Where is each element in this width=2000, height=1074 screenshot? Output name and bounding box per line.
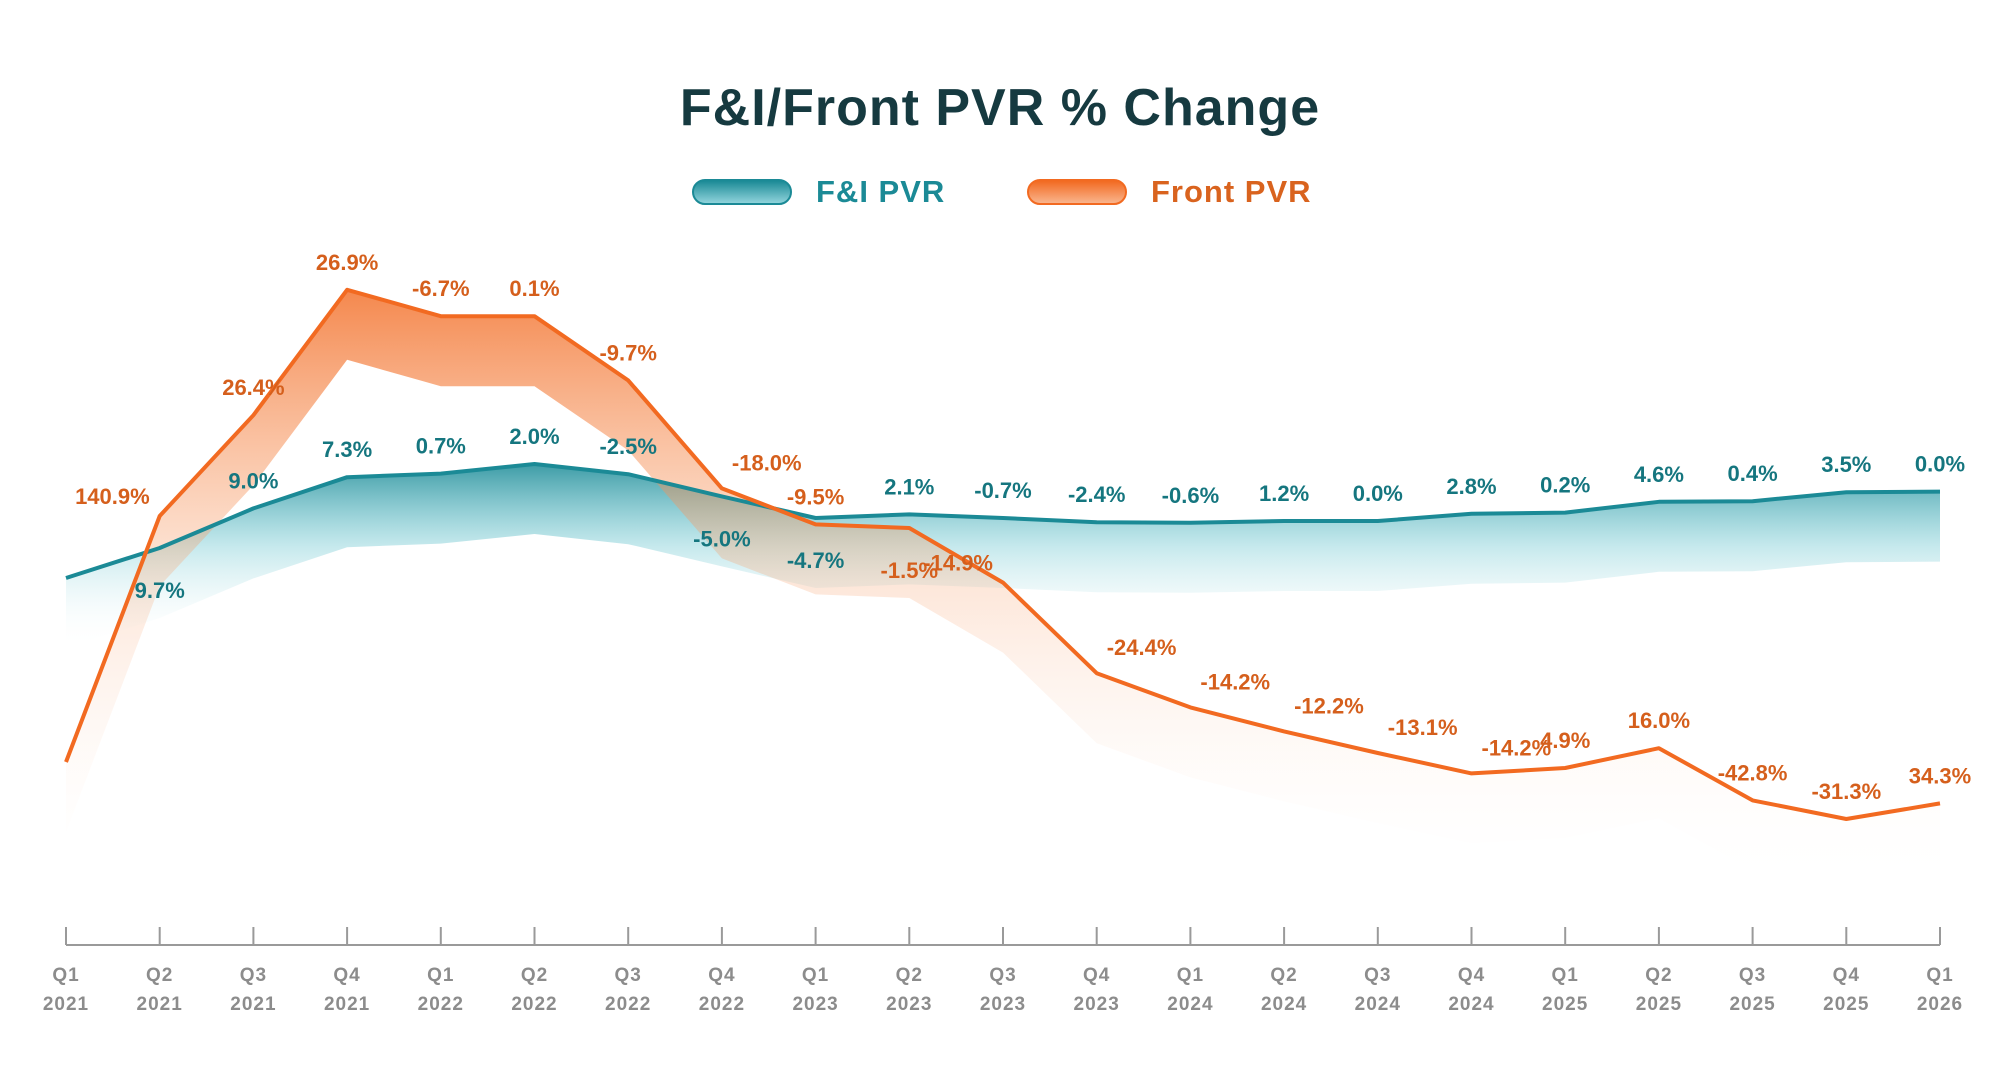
series-lines	[64, 287, 1941, 821]
data-label-fi-pvr: -0.6%	[1162, 483, 1219, 508]
data-label-fi-pvr: 2.0%	[509, 424, 559, 449]
x-tick-label: Q2 2023	[886, 965, 932, 1015]
x-tick-label: Q1 2026	[1917, 965, 1963, 1015]
data-label-fi-pvr: -2.4%	[1068, 482, 1125, 507]
x-tick-label: Q2 2025	[1636, 965, 1682, 1015]
data-label-front-pvr: -6.7%	[412, 276, 469, 301]
x-tick-label: Q2 2021	[137, 965, 183, 1015]
data-label-front-pvr: -1.5%	[881, 558, 938, 583]
legend-swatch-fi-pvr	[692, 179, 792, 205]
x-tick-label: Q4 2022	[699, 965, 745, 1015]
data-label-fi-pvr: 2.8%	[1446, 474, 1496, 499]
data-labels: 9.7% 9.0% 7.3% 0.7% 2.0% -2.5% -5.0% -4.7% 2.1% -…	[75, 250, 1971, 804]
data-label-fi-pvr: -4.7%	[787, 548, 844, 573]
data-label-fi-pvr: 1.2%	[1259, 481, 1309, 506]
data-label-front-pvr: 26.4%	[222, 375, 284, 400]
legend-item-front-pvr: Front PVR	[1027, 172, 1312, 212]
data-label-front-pvr: -18.0%	[732, 450, 802, 475]
data-label-fi-pvr: -2.5%	[599, 434, 656, 459]
data-label-front-pvr: 34.3%	[1909, 763, 1971, 788]
data-label-fi-pvr: 7.3%	[322, 437, 372, 462]
line-front-pvr	[64, 287, 1941, 821]
x-tick-label: Q2 2022	[511, 965, 557, 1015]
data-label-fi-pvr: 0.4%	[1728, 461, 1778, 486]
data-label-front-pvr: -9.5%	[787, 484, 844, 509]
x-axis: Q1 2021 Q2 2021 Q3 2021 Q4 2021 Q1 2022 Q2 2022 Q3 20…	[43, 927, 1963, 1015]
data-label-front-pvr: 26.9%	[316, 250, 378, 275]
chart-title: F&I/Front PVR % Change	[679, 79, 1321, 137]
data-label-fi-pvr: 0.2%	[1540, 473, 1590, 498]
line-fi-pvr	[65, 462, 1941, 580]
data-label-front-pvr: 4.9%	[1540, 728, 1590, 753]
data-label-fi-pvr: 0.0%	[1915, 452, 1965, 477]
data-label-front-pvr: -31.3%	[1811, 779, 1881, 804]
x-tick-label: Q3 2025	[1729, 965, 1775, 1015]
legend: F&I PVR Front PVR	[0, 172, 2000, 212]
data-label-fi-pvr: -0.7%	[974, 478, 1031, 503]
data-label-fi-pvr: 0.7%	[416, 434, 466, 459]
x-tick-label: Q2 2024	[1261, 965, 1307, 1015]
series-bands	[66, 289, 1940, 889]
data-label-fi-pvr: 9.7%	[135, 578, 185, 603]
data-label-fi-pvr: 0.0%	[1353, 481, 1403, 506]
x-tick-label: Q3 2023	[980, 965, 1026, 1015]
data-label-front-pvr: 0.1%	[509, 276, 559, 301]
data-label-front-pvr: -24.4%	[1107, 635, 1177, 660]
data-label-front-pvr: -14.2%	[1200, 669, 1270, 694]
band-fi-pvr	[66, 464, 1940, 648]
data-label-front-pvr: -13.1%	[1388, 715, 1458, 740]
x-tick-label: Q4 2021	[324, 965, 370, 1015]
data-label-front-pvr: -9.7%	[599, 340, 656, 365]
x-tick-label: Q1 2023	[792, 965, 838, 1015]
data-label-fi-pvr: 3.5%	[1821, 452, 1871, 477]
data-label-fi-pvr: 9.0%	[228, 468, 278, 493]
x-tick-label: Q4 2023	[1074, 965, 1120, 1015]
x-tick-label: Q3 2024	[1355, 965, 1401, 1015]
data-label-front-pvr: -14.9%	[923, 551, 993, 576]
x-tick-label: Q1 2022	[418, 965, 464, 1015]
band-front-pvr	[66, 289, 1940, 889]
data-label-fi-pvr: 2.1%	[884, 474, 934, 499]
x-tick-label: Q3 2021	[230, 965, 276, 1015]
x-tick-label: Q1 2021	[43, 965, 89, 1015]
legend-label-front-pvr: Front PVR	[1151, 174, 1312, 209]
x-tick-label: Q4 2024	[1448, 965, 1494, 1015]
data-label-front-pvr: 140.9%	[75, 484, 150, 509]
data-label-fi-pvr: -5.0%	[693, 526, 750, 551]
legend-item-fi-pvr: F&I PVR	[692, 172, 945, 212]
data-label-fi-pvr: 4.6%	[1634, 462, 1684, 487]
data-label-front-pvr: -14.2%	[1482, 735, 1552, 760]
data-label-front-pvr: -42.8%	[1718, 760, 1788, 785]
x-tick-label: Q1 2024	[1167, 965, 1213, 1015]
x-tick-label: Q3 2022	[605, 965, 651, 1015]
legend-label-fi-pvr: F&I PVR	[816, 174, 946, 209]
data-label-front-pvr: -12.2%	[1294, 693, 1364, 718]
data-label-front-pvr: 16.0%	[1628, 708, 1690, 733]
legend-swatch-front-pvr	[1027, 179, 1127, 205]
x-tick-label: Q4 2025	[1823, 965, 1869, 1015]
x-tick-label: Q1 2025	[1542, 965, 1588, 1015]
